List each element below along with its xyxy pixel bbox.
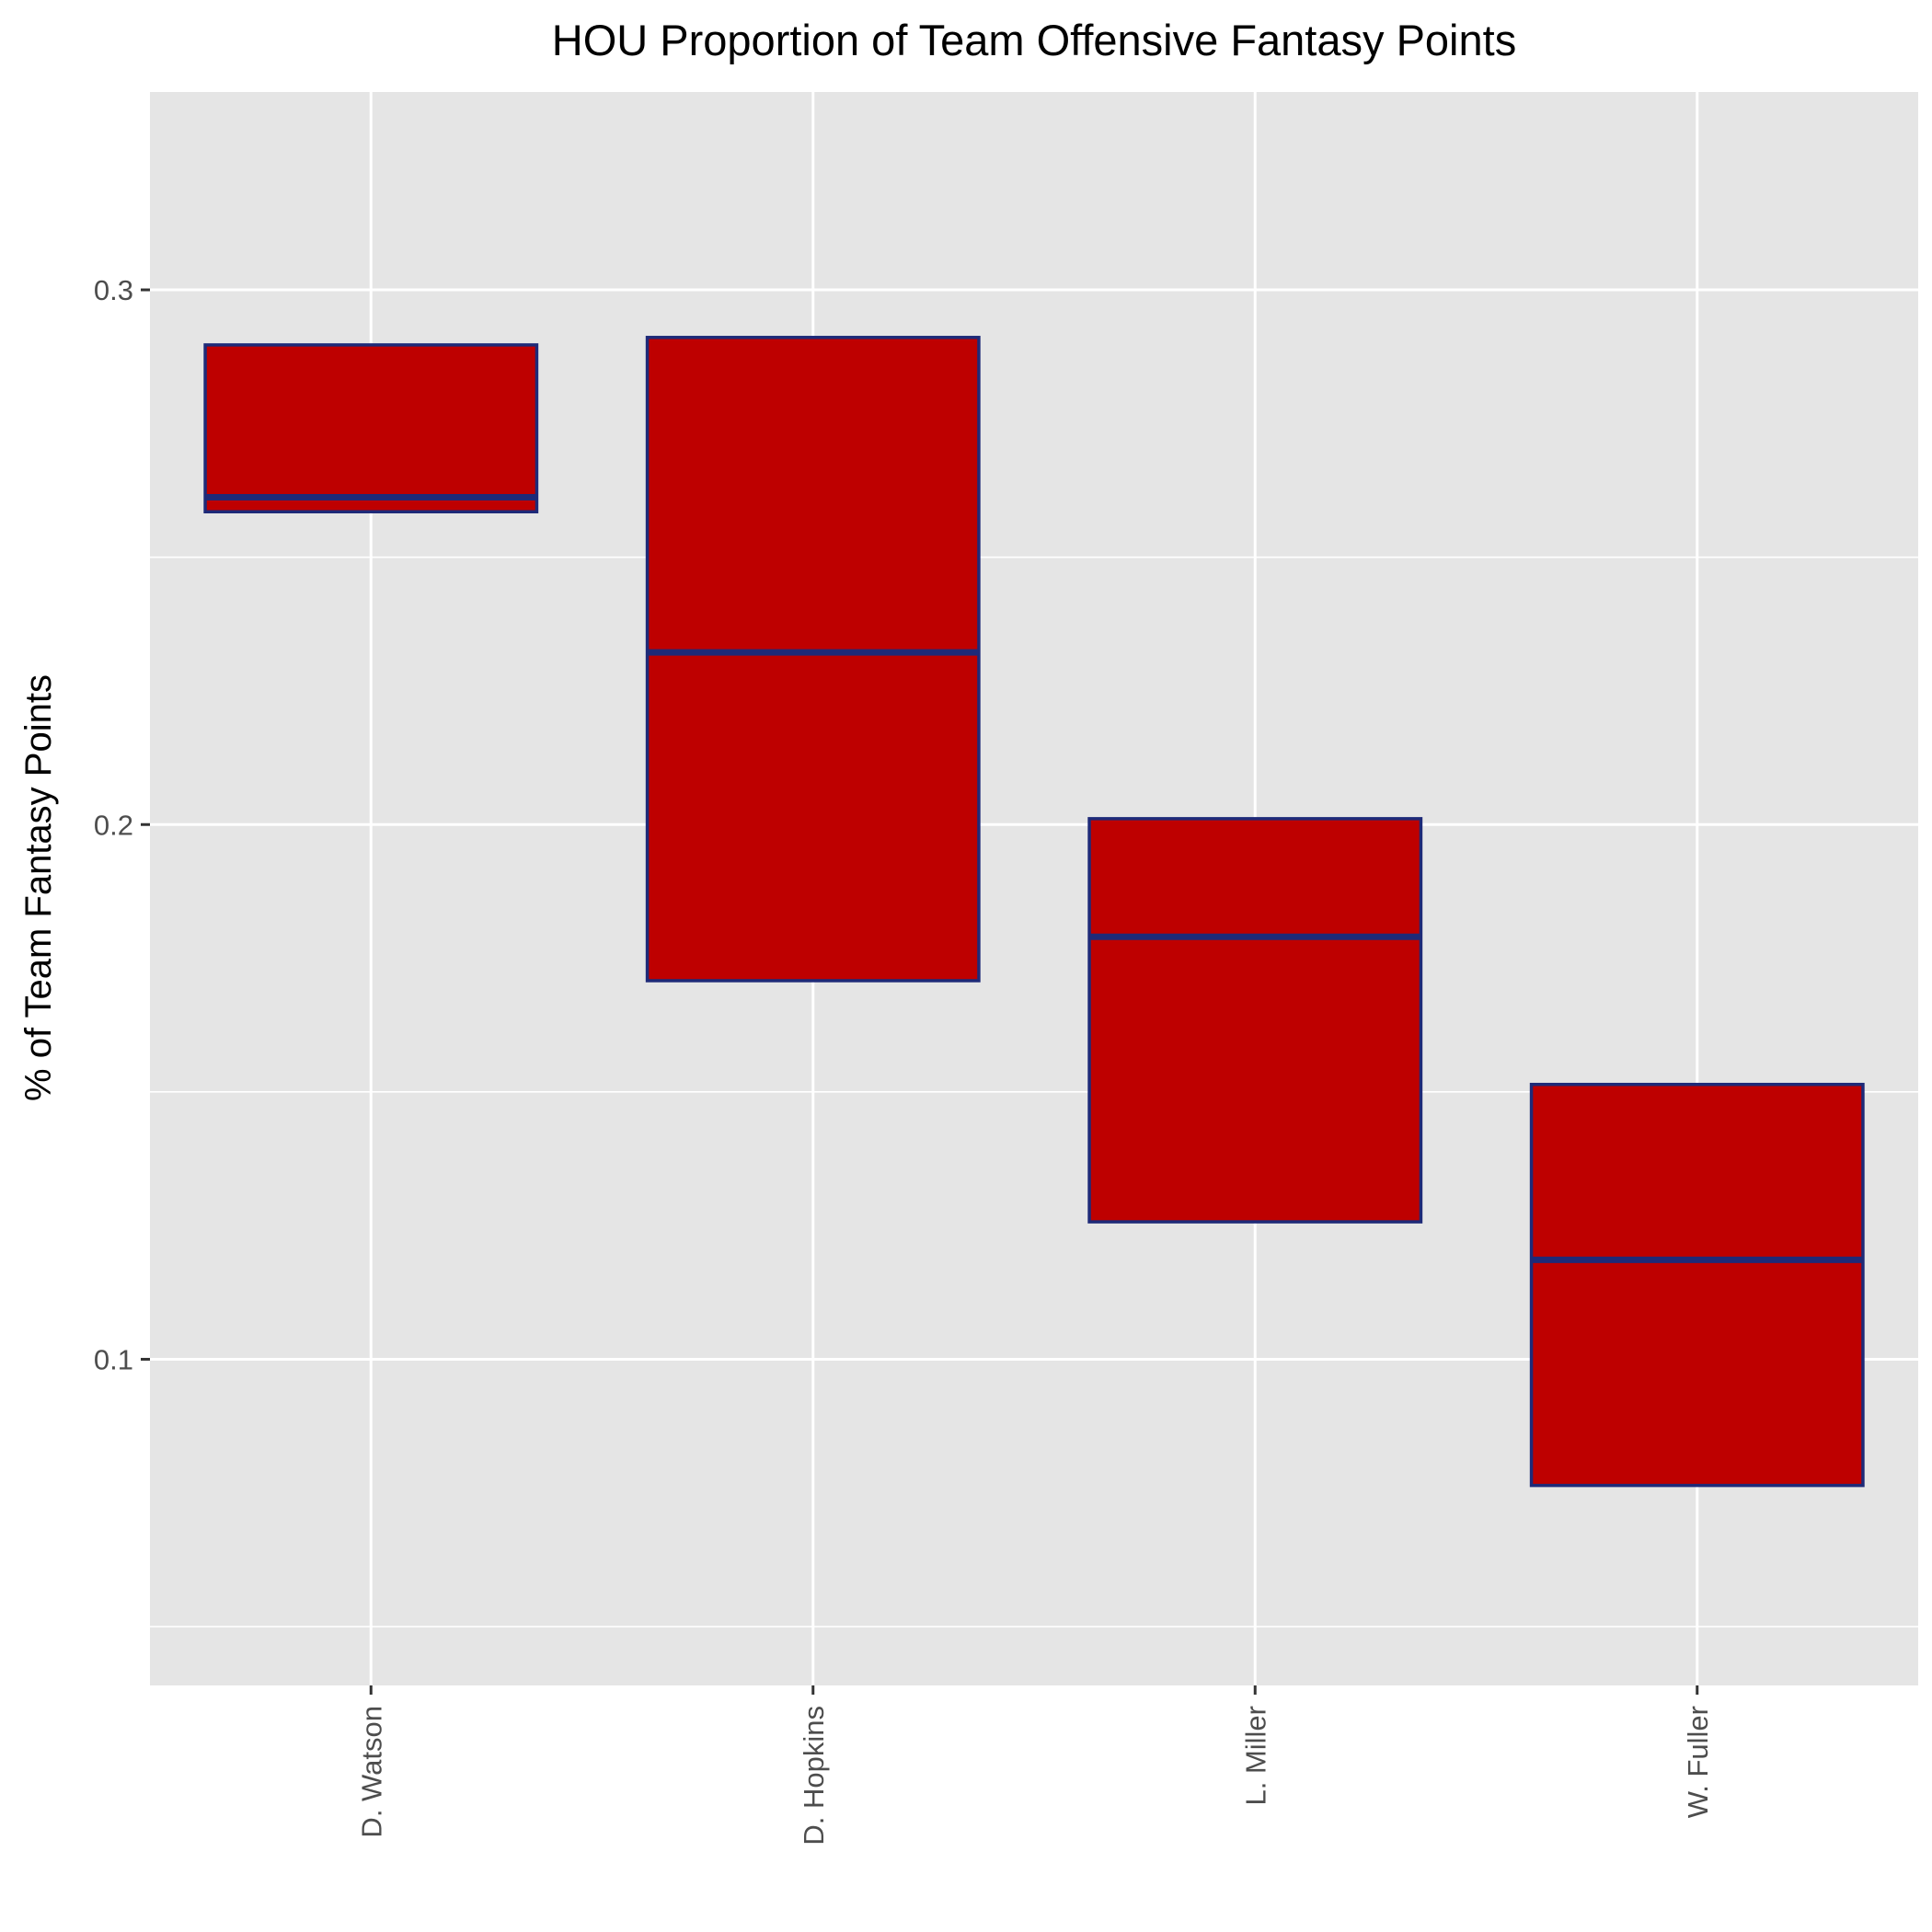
box-l-miller (1087, 817, 1423, 1224)
box-d-watson (203, 343, 539, 513)
x-tick-label: W. Fuller (1682, 1706, 1714, 1818)
x-tick-label: D. Hopkins (798, 1706, 830, 1846)
boxes (203, 336, 1865, 1488)
box-iqr (203, 343, 539, 513)
y-tick-label: 0.2 (94, 809, 133, 841)
box-iqr (1087, 817, 1423, 1224)
chart-title: HOU Proportion of Team Offensive Fantasy… (552, 16, 1516, 64)
y-axis-label: % of Team Fantasy Points (18, 674, 59, 1101)
y-tick-label: 0.1 (94, 1343, 133, 1375)
box-iqr (1529, 1082, 1865, 1488)
x-tick-label: D. Watson (355, 1706, 387, 1838)
box-iqr (645, 336, 981, 983)
x-tick-label: L. Miller (1239, 1706, 1271, 1806)
y-tick-label: 0.3 (94, 274, 133, 306)
box-w-fuller (1529, 1082, 1865, 1488)
box-d-hopkins (645, 336, 981, 983)
axes: 0.1 0.2 0.3 D. Watson D. Hopkins L. Miller W. … (94, 274, 1714, 1846)
